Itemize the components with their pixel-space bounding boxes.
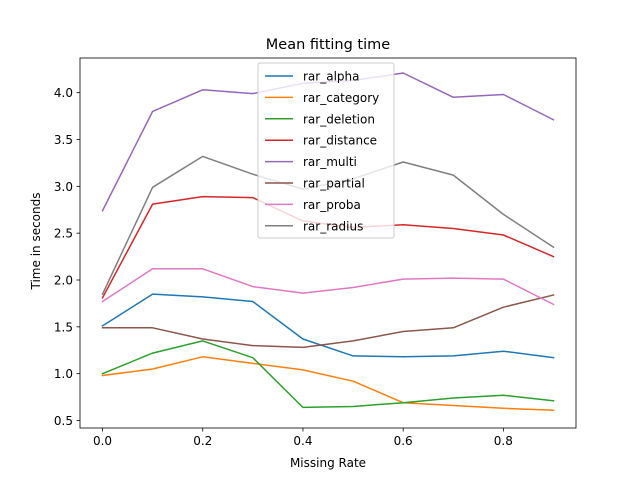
legend-label-rar_distance: rar_distance <box>303 134 377 148</box>
x-tick-label: 0.0 <box>93 434 112 448</box>
x-tick-label: 0.6 <box>394 434 413 448</box>
axes-layer: 0.0 0.2 0.4 0.6 0.8 0.5 1.0 1.5 2.0 2.5 3.0 3.5 4.0 <box>54 57 577 448</box>
legend-label-rar_multi: rar_multi <box>303 155 357 169</box>
x-axis-title: Missing Rate <box>290 456 366 470</box>
y-tick-label: 2.0 <box>54 274 73 288</box>
legend: rar_alpha rar_category rar_deletion rar_dis… <box>257 62 395 239</box>
legend-label-rar_alpha: rar_alpha <box>303 70 359 84</box>
y-tick-label: 1.5 <box>54 320 73 334</box>
y-tick-label: 0.5 <box>54 414 73 428</box>
legend-label-rar_deletion: rar_deletion <box>303 112 375 126</box>
y-axis-title: Time in seconds <box>29 193 43 291</box>
series-line-rar_deletion <box>101 340 555 409</box>
chart-title: Mean fitting time <box>266 37 390 53</box>
series-line-rar_alpha <box>101 293 555 359</box>
series-layer <box>101 72 555 411</box>
x-tick-label: 0.2 <box>193 434 212 448</box>
legend-label-rar_partial: rar_partial <box>303 177 365 191</box>
legend-frame <box>257 62 395 239</box>
x-tick-label: 0.4 <box>293 434 312 448</box>
y-tick-label: 1.0 <box>54 367 73 381</box>
legend-items: rar_alpha rar_category rar_deletion rar_dis… <box>265 70 379 233</box>
y-tick-label: 4.0 <box>54 86 73 100</box>
legend-label-rar_radius: rar_radius <box>303 219 363 233</box>
legend-label-rar_proba: rar_proba <box>303 198 361 212</box>
series-line-rar_partial <box>101 294 555 349</box>
y-tick-label: 3.0 <box>54 180 73 194</box>
series-line-rar_category <box>101 356 555 411</box>
y-tick-label: 2.5 <box>54 227 73 241</box>
legend-label-rar_category: rar_category <box>303 91 379 105</box>
plot-frame <box>79 57 577 429</box>
series-line-rar_proba <box>101 268 555 306</box>
x-tick-label: 0.8 <box>494 434 513 448</box>
y-tick-label: 3.5 <box>54 133 73 147</box>
